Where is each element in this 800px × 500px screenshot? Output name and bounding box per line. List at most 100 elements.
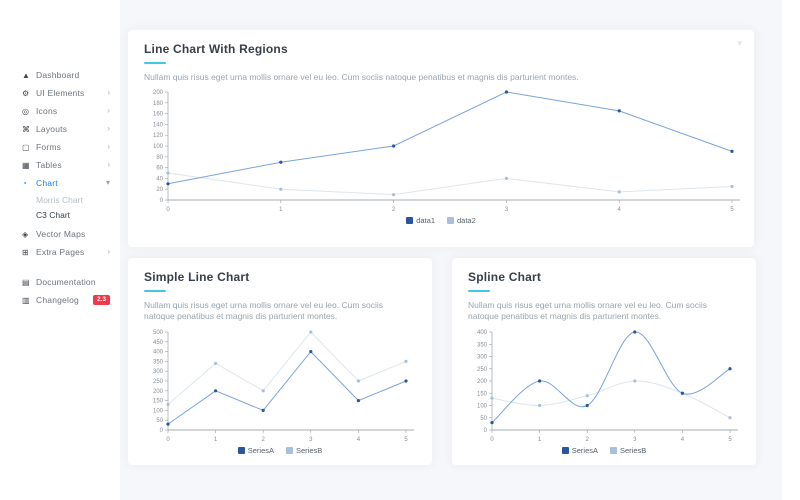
svg-text:50: 50 (480, 416, 487, 422)
legend-swatch (610, 446, 617, 454)
svg-text:4: 4 (618, 207, 622, 213)
svg-text:100: 100 (153, 408, 164, 414)
sidebar: ▲ Dashboard ⚙ UI Elements › ◎ Icons › ⌘ … (0, 0, 120, 500)
sidebar-item-label: Extra Pages (36, 247, 85, 257)
svg-text:400: 400 (153, 350, 164, 356)
svg-text:350: 350 (477, 342, 488, 348)
sidebar-item-label: Dashboard (36, 70, 80, 80)
sidebar-item-label: Forms (36, 142, 62, 152)
legend-item-data1[interactable]: data1 (406, 216, 435, 225)
legend-item-seriesb[interactable]: SeriesB (610, 446, 646, 455)
chevron-right-icon: › (107, 88, 110, 97)
vector-maps-icon: ◈ (22, 229, 29, 239)
icons-icon: ◎ (22, 106, 29, 116)
svg-text:3: 3 (633, 437, 637, 443)
sidebar-item-c3-chart[interactable]: C3 Chart (36, 210, 71, 220)
card-description: Nullam quis risus eget urna mollis ornar… (144, 300, 384, 322)
legend-label: data1 (416, 216, 435, 226)
svg-text:100: 100 (153, 144, 164, 150)
ui-elements-icon: ⚙ (22, 88, 30, 98)
chevron-right-icon: › (107, 142, 110, 151)
chart-legend: SeriesA SeriesB (468, 446, 740, 455)
dashboard-icon: ▲ (22, 70, 30, 80)
svg-text:0: 0 (166, 437, 170, 443)
svg-text:1: 1 (279, 207, 283, 213)
svg-text:250: 250 (477, 367, 488, 373)
title-underline (144, 62, 166, 64)
sidebar-item-label: Layouts (36, 124, 68, 134)
layouts-icon: ⌘ (22, 124, 30, 134)
svg-text:200: 200 (477, 379, 488, 385)
sidebar-item-tables[interactable]: ▦ Tables › (0, 156, 120, 174)
legend-item-seriesa[interactable]: SeriesA (237, 446, 274, 455)
svg-text:300: 300 (153, 369, 164, 375)
sidebar-item-icons[interactable]: ◎ Icons › (0, 102, 120, 120)
chart-icon: ◔ (22, 178, 27, 188)
legend-swatch (286, 446, 293, 454)
tables-icon: ▦ (22, 160, 30, 170)
sidebar-item-label: Chart (36, 178, 58, 188)
extra-pages-icon: ⊞ (22, 247, 29, 257)
sidebar-item-layouts[interactable]: ⌘ Layouts › (0, 120, 120, 138)
chevron-right-icon: › (107, 124, 110, 133)
chevron-right-icon: › (107, 247, 110, 256)
svg-text:350: 350 (153, 359, 164, 365)
content-area: ▾ Line Chart With Regions Nullam quis ri… (120, 0, 782, 500)
legend-swatch (237, 446, 245, 454)
sidebar-item-extra-pages[interactable]: ⊞ Extra Pages › (0, 243, 120, 261)
svg-text:150: 150 (153, 399, 164, 405)
legend-label: SeriesB (296, 445, 323, 455)
svg-text:0: 0 (484, 428, 488, 434)
sidebar-item-changelog[interactable]: ▥ Changelog 2.3 (0, 291, 120, 309)
sidebar-item-vector-maps[interactable]: ◈ Vector Maps (0, 225, 120, 243)
svg-text:4: 4 (681, 437, 685, 443)
legend-swatch (447, 217, 454, 225)
legend-label: SeriesA (571, 445, 598, 455)
svg-text:450: 450 (153, 340, 164, 346)
svg-text:5: 5 (404, 437, 408, 443)
svg-text:0: 0 (490, 437, 494, 443)
sidebar-item-label: Icons (36, 106, 58, 116)
simple-line-chart: 0 50 100 150 200 250 300 350 400 450 500 0 1 2 3 4 5 (153, 330, 414, 443)
sidebar-item-ui-elements[interactable]: ⚙ UI Elements › (0, 84, 120, 102)
svg-text:5: 5 (730, 207, 734, 213)
legend-item-seriesa[interactable]: SeriesA (561, 445, 598, 455)
title-underline (468, 290, 490, 292)
bottom-cards-row: Simple Line Chart Nullam quis risus eget… (128, 258, 756, 465)
svg-text:250: 250 (153, 379, 164, 385)
spline-chart: 0 50 100 150 200 250 300 350 400 0 1 2 3 4 5 (477, 330, 738, 443)
svg-text:40: 40 (156, 177, 163, 183)
svg-text:20: 20 (156, 188, 163, 194)
sidebar-item-dashboard[interactable]: ▲ Dashboard (0, 66, 120, 84)
svg-text:160: 160 (153, 112, 164, 118)
sidebar-section-gap (0, 261, 120, 273)
svg-text:0: 0 (160, 198, 164, 204)
changelog-icon: ▥ (22, 295, 30, 305)
line-chart-with-regions: 0 20 40 60 80 100 120 140 160 180 200 0 1 2 3 4 5 (153, 90, 740, 213)
svg-text:3: 3 (505, 207, 509, 213)
legend-swatch (561, 446, 569, 454)
svg-text:1: 1 (538, 437, 542, 443)
card-spline-chart: Spline Chart Nullam quis risus eget urna… (452, 258, 756, 465)
sidebar-item-forms[interactable]: ▢ Forms › (0, 138, 120, 156)
chevron-right-icon: › (107, 160, 110, 169)
svg-text:2: 2 (586, 437, 590, 443)
sidebar-item-morris-chart[interactable]: Morris Chart (36, 195, 83, 205)
svg-text:60: 60 (156, 166, 163, 172)
sidebar-item-chart[interactable]: ◔ Chart ▾ (0, 174, 120, 192)
legend-item-data2[interactable]: data2 (447, 216, 476, 225)
card-title: Simple Line Chart (144, 270, 250, 284)
legend-item-seriesb[interactable]: SeriesB (286, 446, 322, 455)
sidebar-submenu-chart: Morris Chart C3 Chart (0, 192, 120, 225)
legend-label: SeriesB (620, 445, 647, 455)
svg-text:0: 0 (160, 428, 164, 434)
chart-legend: data1 data2 (144, 216, 738, 225)
svg-text:4: 4 (357, 437, 361, 443)
svg-text:140: 140 (153, 123, 164, 129)
sidebar-item-documentation[interactable]: ▤ Documentation (0, 273, 120, 291)
svg-text:120: 120 (153, 134, 164, 140)
card-collapse-icon[interactable]: ▾ (737, 38, 742, 48)
chevron-down-icon: ▾ (105, 178, 110, 187)
svg-text:150: 150 (477, 391, 488, 397)
svg-text:200: 200 (153, 90, 164, 96)
